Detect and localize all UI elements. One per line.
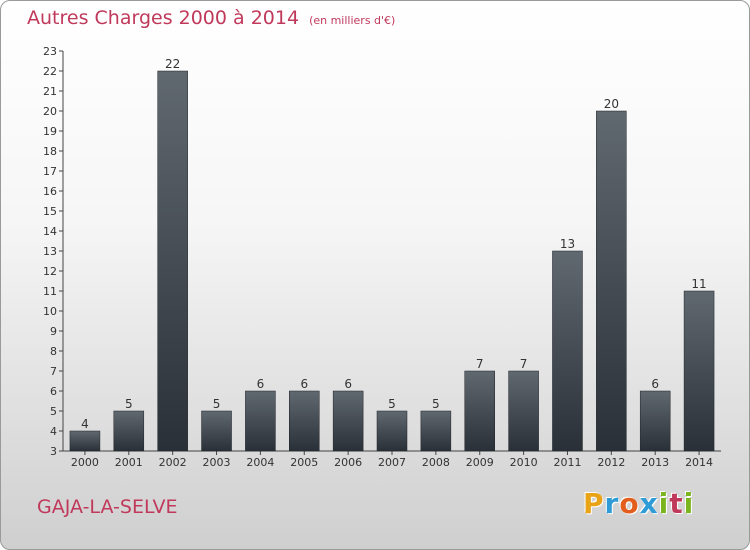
x-tick-label: 2006 xyxy=(334,456,362,469)
data-label: 4 xyxy=(81,417,89,431)
bar-2009 xyxy=(464,370,495,452)
y-tick-label: 18 xyxy=(43,145,57,158)
x-tick-label: 2011 xyxy=(553,456,581,469)
x-tick-label: 2008 xyxy=(422,456,450,469)
data-label: 5 xyxy=(213,397,221,411)
y-tick-label: 14 xyxy=(43,225,57,238)
bar-2003 xyxy=(201,410,232,452)
data-label: 13 xyxy=(560,237,575,251)
chart-title-text: Autres Charges 2000 à 2014 xyxy=(27,7,300,29)
data-label: 5 xyxy=(388,397,396,411)
data-label: 20 xyxy=(604,97,619,111)
y-tick-label: 20 xyxy=(43,105,57,118)
y-tick-label: 3 xyxy=(50,445,57,458)
bar-2004 xyxy=(245,390,276,452)
y-tick-label: 4 xyxy=(50,425,57,438)
data-label: 7 xyxy=(476,357,484,371)
x-tick-label: 2012 xyxy=(597,456,625,469)
y-tick-label: 15 xyxy=(43,205,57,218)
bar-2014 xyxy=(683,290,715,452)
data-label: 6 xyxy=(651,377,659,391)
bar-2010 xyxy=(508,370,539,452)
data-label: 7 xyxy=(520,357,528,371)
y-tick-label: 6 xyxy=(50,385,57,398)
data-label: 6 xyxy=(344,377,352,391)
chart-data-labels: 4 5 22 5 6 6 6 5 5 7 7 13 20 6 11 xyxy=(81,57,707,431)
chart-bars xyxy=(69,70,715,452)
x-tick-label: 2004 xyxy=(246,456,274,469)
x-tick-label: 2007 xyxy=(378,456,406,469)
y-tick-label: 23 xyxy=(43,45,57,58)
chart-title: Autres Charges 2000 à 2014 (en milliers d… xyxy=(27,7,395,29)
y-tick-label: 11 xyxy=(43,285,57,298)
y-tick-label: 7 xyxy=(50,365,57,378)
logo-letter: i xyxy=(658,487,670,520)
data-label: 6 xyxy=(300,377,308,391)
bar-2000 xyxy=(69,430,101,452)
logo-letter: x xyxy=(639,487,659,520)
y-tick-label: 10 xyxy=(43,305,57,318)
logo-letter: i xyxy=(683,487,695,520)
chart-subtitle: (en milliers d'€) xyxy=(309,14,396,27)
data-label: 11 xyxy=(691,277,706,291)
data-label: 6 xyxy=(257,377,265,391)
x-tick-label: 2002 xyxy=(159,456,187,469)
x-tick-label: 2010 xyxy=(510,456,538,469)
logo-letter: o xyxy=(619,487,640,520)
y-tick-label: 9 xyxy=(50,325,57,338)
bar-2011 xyxy=(552,250,583,452)
x-tick-label: 2000 xyxy=(71,456,99,469)
x-tick-label: 2005 xyxy=(290,456,318,469)
bar-2005 xyxy=(289,390,320,452)
bar-2012 xyxy=(596,110,627,452)
x-tick-label: 2009 xyxy=(466,456,494,469)
bar-2013 xyxy=(639,390,671,452)
y-tick-label: 8 xyxy=(50,345,57,358)
y-tick-label: 17 xyxy=(43,165,57,178)
data-label: 5 xyxy=(432,397,440,411)
y-tick-label: 22 xyxy=(43,65,57,78)
bar-2006 xyxy=(332,390,364,452)
bar-2001 xyxy=(113,410,145,452)
x-tick-label: 2003 xyxy=(203,456,231,469)
bar-2002 xyxy=(157,70,188,452)
logo-letter: t xyxy=(669,487,684,520)
y-tick-label: 12 xyxy=(43,265,57,278)
logo-letter: r xyxy=(604,487,620,520)
y-tick-label: 21 xyxy=(43,85,57,98)
bar-2008 xyxy=(420,410,452,452)
proxiti-logo[interactable]: Proxiti xyxy=(583,487,694,520)
bar-2007 xyxy=(376,410,408,452)
place-name: GAJA-LA-SELVE xyxy=(37,496,178,518)
y-tick-label: 16 xyxy=(43,185,57,198)
data-label: 5 xyxy=(125,397,133,411)
y-tick-label: 13 xyxy=(43,245,57,258)
x-tick-label: 2014 xyxy=(685,456,713,469)
x-tick-label: 2001 xyxy=(115,456,143,469)
logo-letter: P xyxy=(583,487,605,520)
y-tick-label: 19 xyxy=(43,125,57,138)
data-label: 22 xyxy=(165,57,180,71)
y-tick-label: 5 xyxy=(50,405,57,418)
x-tick-label: 2013 xyxy=(641,456,669,469)
